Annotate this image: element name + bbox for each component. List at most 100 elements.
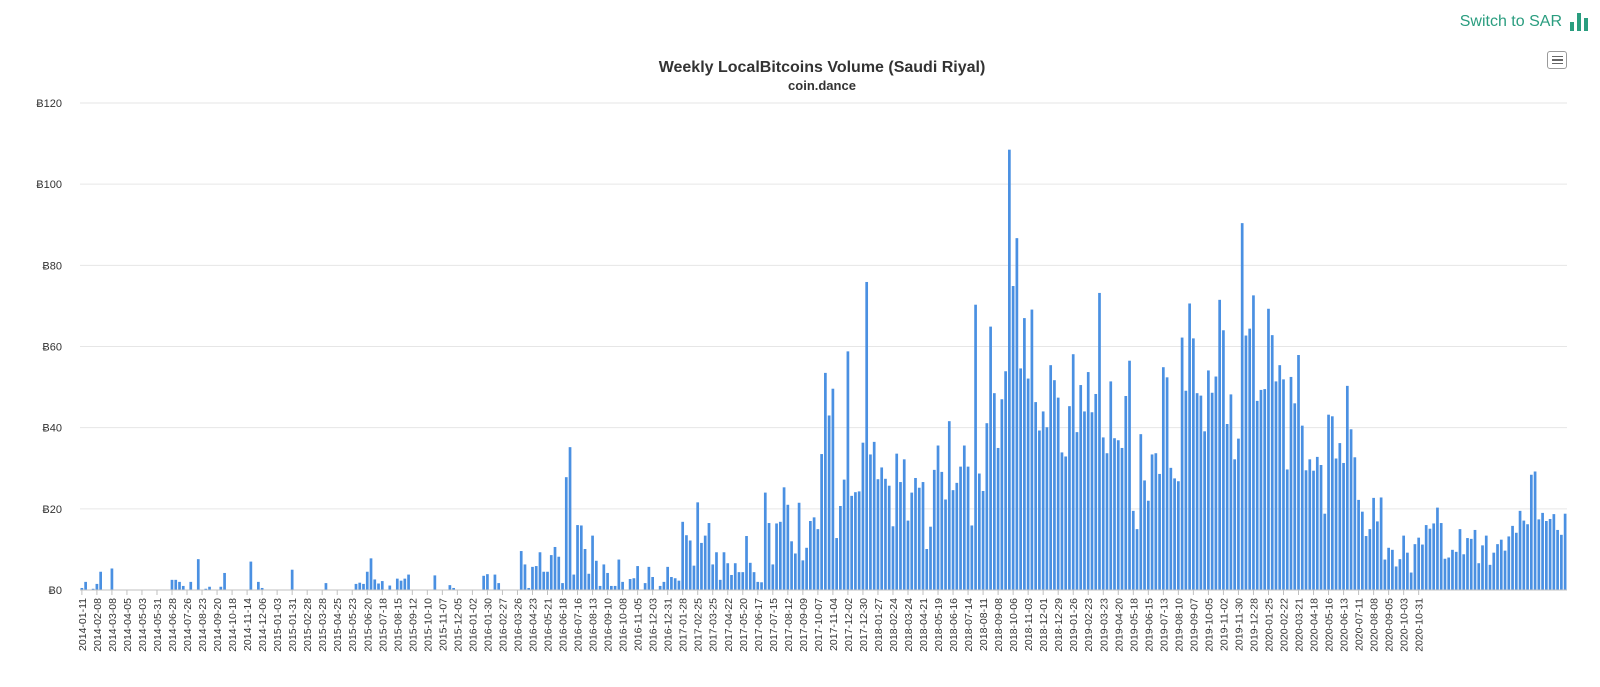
bar[interactable] bbox=[1541, 512, 1544, 590]
bar[interactable] bbox=[594, 560, 598, 590]
bar[interactable] bbox=[1394, 566, 1398, 590]
bar[interactable] bbox=[587, 573, 591, 590]
bar[interactable] bbox=[354, 583, 358, 590]
bar[interactable] bbox=[839, 505, 842, 590]
bar[interactable] bbox=[549, 555, 553, 590]
bar[interactable] bbox=[1098, 292, 1101, 590]
bar[interactable] bbox=[452, 587, 455, 590]
bar[interactable] bbox=[850, 495, 854, 590]
bar[interactable] bbox=[1267, 308, 1270, 590]
bar[interactable] bbox=[1049, 365, 1053, 590]
bar[interactable] bbox=[1454, 551, 1458, 590]
bar[interactable] bbox=[1210, 392, 1214, 590]
bar[interactable] bbox=[1263, 389, 1267, 590]
chart-menu-button[interactable] bbox=[1547, 51, 1567, 69]
bar[interactable] bbox=[880, 467, 884, 590]
bar[interactable] bbox=[493, 574, 497, 590]
bar[interactable] bbox=[1030, 309, 1034, 590]
bar[interactable] bbox=[1511, 525, 1514, 590]
bar[interactable] bbox=[365, 571, 369, 590]
bar[interactable] bbox=[369, 558, 373, 590]
bar[interactable] bbox=[895, 453, 899, 590]
bar[interactable] bbox=[1548, 518, 1552, 590]
bar[interactable] bbox=[538, 552, 542, 590]
bar[interactable] bbox=[1496, 544, 1499, 590]
bar[interactable] bbox=[1529, 474, 1533, 590]
bar[interactable] bbox=[1451, 549, 1454, 590]
bar[interactable] bbox=[932, 469, 936, 590]
bar[interactable] bbox=[869, 454, 872, 590]
bar[interactable] bbox=[557, 556, 561, 590]
bar[interactable] bbox=[1180, 337, 1184, 590]
bar[interactable] bbox=[989, 326, 992, 590]
bar[interactable] bbox=[602, 564, 606, 590]
bar[interactable] bbox=[546, 571, 549, 590]
bar[interactable] bbox=[872, 441, 876, 590]
bar[interactable] bbox=[670, 577, 673, 590]
bar[interactable] bbox=[1195, 393, 1199, 590]
bar[interactable] bbox=[1473, 529, 1477, 590]
bar[interactable] bbox=[1255, 400, 1259, 590]
bar[interactable] bbox=[1323, 513, 1327, 590]
bar[interactable] bbox=[80, 587, 84, 590]
bar[interactable] bbox=[1101, 437, 1105, 590]
bar[interactable] bbox=[951, 490, 955, 590]
bar[interactable] bbox=[891, 526, 895, 590]
bar[interactable] bbox=[1327, 414, 1330, 590]
bar[interactable] bbox=[598, 585, 602, 590]
bar[interactable] bbox=[1139, 434, 1143, 590]
bar[interactable] bbox=[486, 574, 489, 590]
bar[interactable] bbox=[1023, 318, 1026, 590]
bar[interactable] bbox=[204, 588, 208, 590]
bar[interactable] bbox=[1563, 513, 1567, 590]
bar[interactable] bbox=[617, 559, 621, 590]
bar[interactable] bbox=[1312, 470, 1315, 590]
bar[interactable] bbox=[324, 583, 328, 590]
bar[interactable] bbox=[842, 479, 846, 590]
bar[interactable] bbox=[1545, 521, 1548, 590]
bar[interactable] bbox=[797, 502, 801, 590]
bar[interactable] bbox=[1068, 406, 1071, 590]
bar[interactable] bbox=[523, 564, 527, 590]
bar[interactable] bbox=[1398, 559, 1402, 590]
bar[interactable] bbox=[1146, 500, 1150, 590]
bar[interactable] bbox=[1248, 328, 1252, 590]
bar[interactable] bbox=[257, 581, 260, 590]
bar[interactable] bbox=[219, 586, 223, 590]
bar[interactable] bbox=[1274, 381, 1278, 590]
bar[interactable] bbox=[1518, 510, 1522, 590]
bar[interactable] bbox=[1522, 520, 1526, 590]
bar[interactable] bbox=[553, 546, 557, 590]
bar[interactable] bbox=[745, 536, 748, 590]
bar[interactable] bbox=[824, 372, 827, 590]
bar[interactable] bbox=[1173, 478, 1176, 590]
bar[interactable] bbox=[1203, 431, 1206, 590]
bar[interactable] bbox=[861, 442, 865, 590]
bar[interactable] bbox=[692, 565, 696, 590]
bar[interactable] bbox=[433, 575, 437, 590]
bar[interactable] bbox=[981, 490, 985, 590]
bar[interactable] bbox=[1165, 377, 1169, 590]
bar[interactable] bbox=[407, 574, 410, 590]
bar[interactable] bbox=[767, 523, 771, 590]
bar[interactable] bbox=[700, 542, 703, 590]
bar[interactable] bbox=[658, 585, 662, 590]
bar[interactable] bbox=[1192, 338, 1195, 590]
bar[interactable] bbox=[1436, 507, 1439, 590]
bar[interactable] bbox=[726, 563, 730, 590]
bar[interactable] bbox=[1113, 438, 1116, 590]
bar[interactable] bbox=[613, 585, 617, 590]
bar[interactable] bbox=[290, 569, 294, 590]
bar[interactable] bbox=[1282, 379, 1285, 590]
bar[interactable] bbox=[947, 421, 951, 590]
bar[interactable] bbox=[448, 585, 452, 590]
bar[interactable] bbox=[763, 492, 767, 590]
bar[interactable] bbox=[793, 553, 797, 590]
bar[interactable] bbox=[1514, 532, 1518, 590]
bar[interactable] bbox=[1503, 550, 1507, 590]
bar[interactable] bbox=[1207, 370, 1210, 590]
bar[interactable] bbox=[854, 492, 857, 590]
bar[interactable] bbox=[1402, 535, 1405, 590]
bar[interactable] bbox=[170, 579, 174, 590]
bar[interactable] bbox=[628, 579, 632, 590]
